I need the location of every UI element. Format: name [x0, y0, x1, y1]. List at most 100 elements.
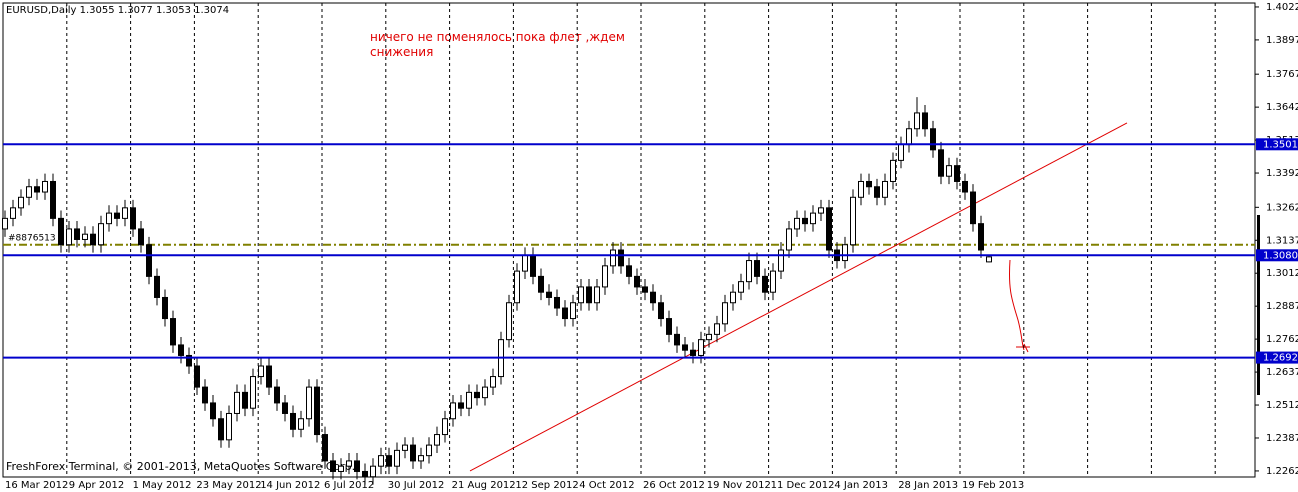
candle-body [434, 434, 440, 446]
trend-line [469, 122, 1128, 472]
candle-body [626, 265, 632, 277]
candle-body [274, 386, 280, 404]
candle-body [450, 402, 456, 420]
candle-body [34, 186, 40, 193]
y-tick-label: 1.3642 [1266, 102, 1298, 113]
candle-body [602, 265, 608, 288]
candle-body [474, 391, 480, 399]
candle-body [642, 286, 648, 293]
side-label: #8876513 [8, 234, 56, 244]
candle-body [538, 275, 544, 293]
candle-body [922, 112, 928, 130]
candle-body [10, 207, 16, 219]
candle-body [570, 302, 576, 320]
candle-body [322, 434, 328, 462]
candle-body [154, 275, 160, 298]
candle-body [298, 418, 304, 430]
x-tick-label: 19 Nov 2012 [707, 480, 771, 491]
candle-body [258, 365, 264, 378]
y-tick-label: 1.4022 [1266, 2, 1298, 13]
candle-body [610, 249, 616, 267]
y-tick-label: 1.3897 [1266, 35, 1298, 46]
y-tick-label: 1.2887 [1266, 301, 1298, 312]
x-tick-label: 21 Aug 2012 [452, 480, 516, 491]
x-tick-label: 26 Oct 2012 [643, 480, 705, 491]
candle-body [122, 207, 128, 219]
candle-body [986, 256, 992, 263]
candle-body [442, 418, 448, 436]
candle-body [810, 212, 816, 225]
candle-body [594, 286, 600, 304]
candle-body [66, 228, 72, 246]
candle-body [90, 233, 96, 246]
candle-body [394, 449, 400, 467]
candle-body [82, 233, 88, 240]
candle-body [794, 217, 800, 230]
candle-body [26, 186, 32, 198]
candle-body [786, 228, 792, 251]
x-tick-label: 12 Sep 2012 [515, 480, 578, 491]
y-tick-label: 1.2387 [1266, 433, 1298, 444]
candle-body [130, 207, 136, 230]
candle-body [514, 270, 520, 304]
candle-body [746, 260, 752, 283]
candle-body [658, 302, 664, 320]
candle-body [162, 296, 168, 320]
candle-body [290, 412, 296, 430]
candle-body [226, 412, 232, 441]
x-tick-label: 16 Mar 2012 [5, 480, 68, 491]
candle-body [906, 128, 912, 146]
candle-body [874, 186, 880, 198]
candle-body [882, 180, 888, 198]
hand-arrow [1009, 259, 1030, 353]
candle-body [338, 465, 344, 472]
y-tick-label: 1.3137 [1266, 235, 1298, 246]
x-tick-label: 23 May 2012 [196, 480, 261, 491]
candle-body [306, 386, 312, 420]
candle-body [458, 402, 464, 409]
candle-body [650, 291, 656, 304]
x-tick-label: 19 Feb 2013 [962, 480, 1024, 491]
candle-body [186, 354, 192, 367]
annotation-box: ничего не поменялось пока флет ,ждем сни… [370, 30, 625, 59]
candle-body [946, 165, 952, 177]
candle-body [210, 402, 216, 420]
candle-body [250, 376, 256, 409]
plot-frame [2, 2, 1256, 478]
x-tick-label: 11 Dec 2012 [771, 480, 835, 491]
candle-body [346, 460, 352, 467]
candle-body [802, 217, 808, 225]
annotation: ничего не поменялось пока флет ,ждем сни… [370, 30, 625, 59]
candle-body [402, 444, 408, 451]
candle-body [74, 228, 80, 240]
candle-body [866, 180, 872, 188]
candle-body [370, 465, 376, 478]
candle-body [282, 402, 288, 414]
candle-body [202, 386, 208, 404]
level-label-bg [1256, 249, 1298, 262]
level-label: 1.3080 [1263, 250, 1298, 261]
candle-body [98, 223, 104, 246]
candle-body [410, 444, 416, 462]
x-tick-label: 9 Apr 2012 [69, 480, 124, 491]
level-label-bg [1256, 351, 1298, 364]
y-tick-label: 1.3392 [1266, 168, 1298, 179]
candle-body [778, 249, 784, 272]
candle-body [114, 212, 120, 219]
candle-body [770, 270, 776, 293]
footer: FreshForex Terminal, © 2001-2013, MetaQu… [6, 460, 355, 473]
candle-body [386, 455, 392, 467]
candle-body [490, 376, 496, 388]
candle-body [482, 386, 488, 399]
candle-body [2, 217, 8, 230]
candle-body [362, 470, 368, 478]
candle-body [962, 180, 968, 193]
y-tick-label: 1.2637 [1266, 367, 1298, 378]
candle-body [762, 275, 768, 293]
level-label: 1.2692 [1263, 353, 1298, 364]
candle-body [850, 196, 856, 246]
candle-body [562, 307, 568, 320]
candle-body [698, 339, 704, 356]
candle-body [426, 444, 432, 457]
candle-body [418, 455, 424, 462]
